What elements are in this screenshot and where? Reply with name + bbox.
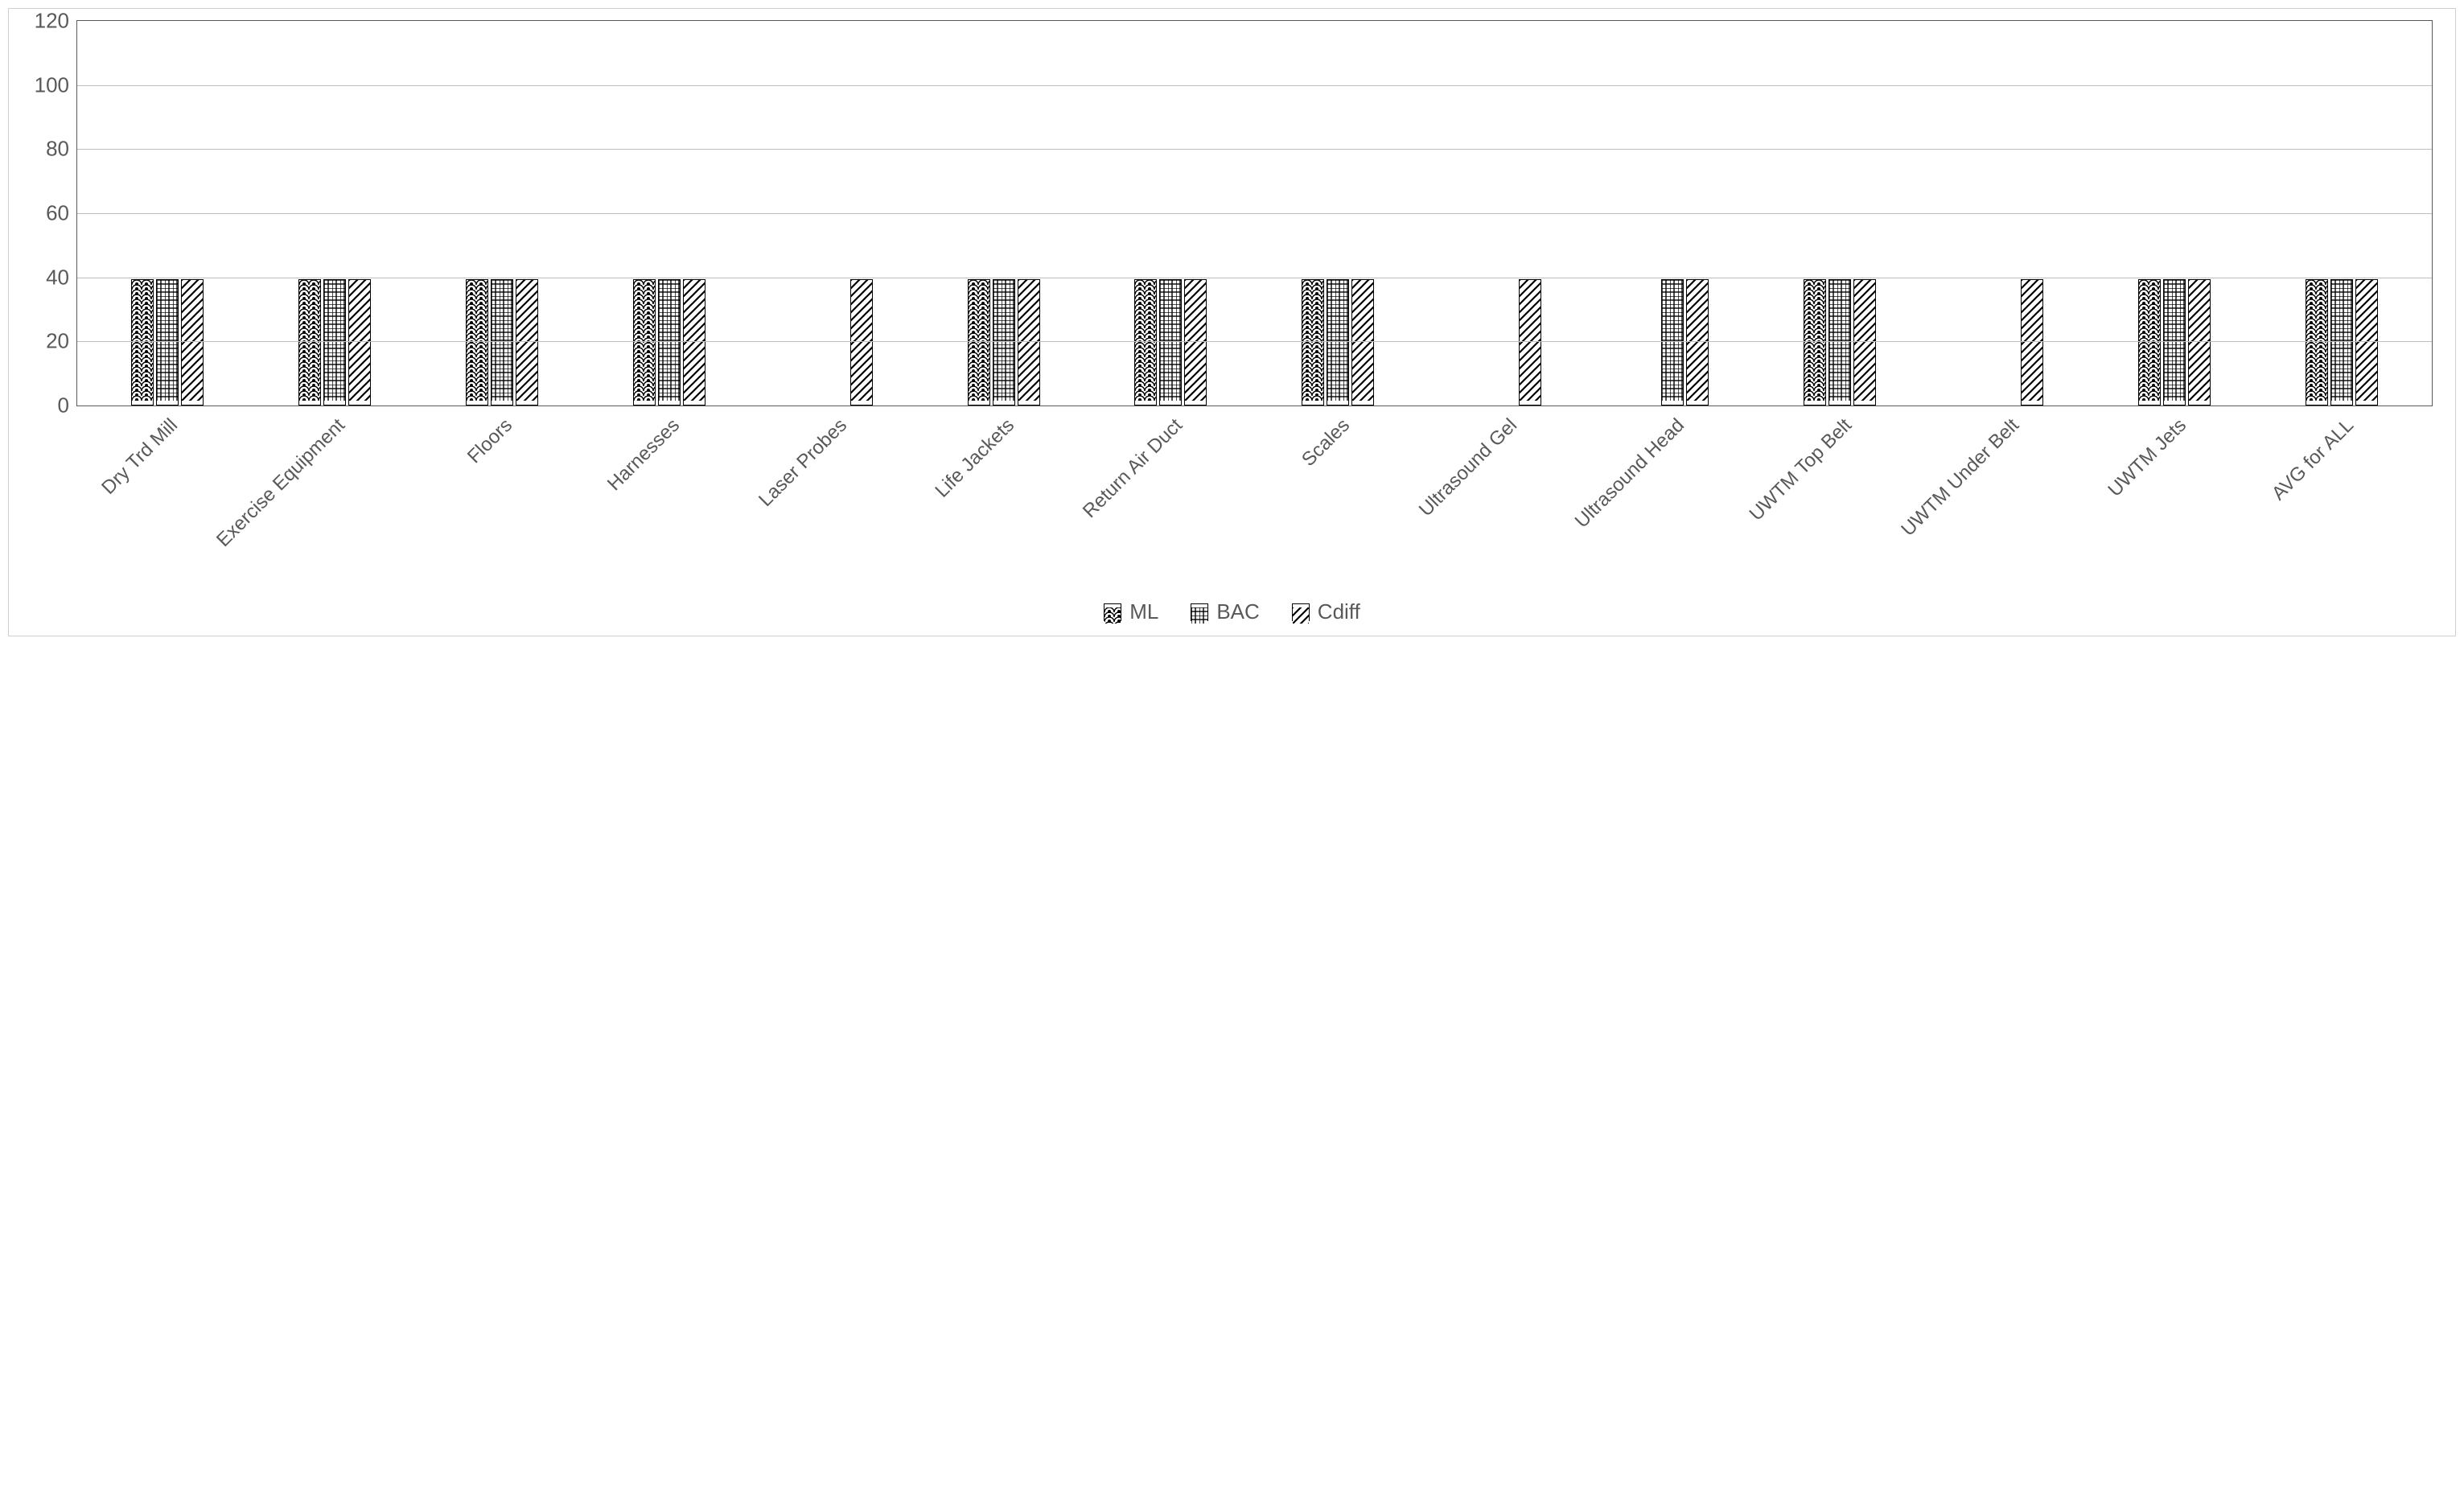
xlabel-cell: Floors: [418, 406, 585, 591]
xlabel-cell: UWTM Jets: [2092, 406, 2259, 591]
bar-ml: [633, 279, 656, 406]
gridline: [77, 149, 2432, 150]
bar-cdiff: [1184, 279, 1207, 406]
legend-item-bac: BAC: [1191, 599, 1259, 624]
legend-label: ML: [1129, 599, 1158, 624]
ytick-label: 60: [46, 201, 77, 226]
xlabel: Dry Trd Mill: [97, 414, 183, 500]
plot-wrap: 020406080100120 Dry Trd Mill Exercise Equ…: [20, 20, 2444, 591]
bar-ml: [968, 279, 990, 406]
category-group: [1254, 279, 1421, 406]
legend-swatch-cdiff: [1292, 603, 1310, 621]
bar-bac: [491, 279, 513, 406]
xlabel-cell: Dry Trd Mill: [83, 406, 250, 591]
category-group: [418, 279, 586, 406]
bar-cdiff: [2355, 279, 2378, 406]
xlabel-cell: Scales: [1255, 406, 1422, 591]
xlabel: Laser Probes: [755, 414, 852, 512]
legend-label: Cdiff: [1318, 599, 1360, 624]
category-group: [251, 279, 418, 406]
bar-ml: [466, 279, 488, 406]
bar-cdiff: [348, 279, 371, 406]
bar-bac: [156, 279, 179, 406]
xlabel: UWTM Jets: [2104, 414, 2190, 501]
ytick-label: 80: [46, 137, 77, 162]
bar-cdiff: [683, 279, 705, 406]
bar-ml: [1804, 279, 1826, 406]
ytick-label: 20: [46, 329, 77, 354]
category-group: [1589, 279, 1756, 406]
chart-frame: 020406080100120 Dry Trd MillExercise Equ…: [8, 8, 2456, 636]
ytick-label: 40: [46, 265, 77, 290]
legend-item-ml: ML: [1104, 599, 1158, 624]
bar-cdiff: [181, 279, 204, 406]
category-group: [920, 279, 1088, 406]
category-group: [753, 279, 920, 406]
bar-ml: [2306, 279, 2328, 406]
xlabel: Harnesses: [603, 414, 685, 496]
xlabel-cell: Ultrasound Head: [1590, 406, 1757, 591]
xlabel: UWTM Top Belt: [1745, 414, 1856, 525]
xlabel-cell: Ultrasound Gel: [1422, 406, 1590, 591]
category-group: [1421, 279, 1589, 406]
xlabel: Floors: [463, 414, 517, 468]
xlabel: Life Jackets: [932, 414, 1019, 502]
bar-bac: [2330, 279, 2353, 406]
xlabel-cell: Exercise Equipment: [250, 406, 418, 591]
category-group: [2091, 279, 2258, 406]
ytick-label: 0: [58, 393, 77, 418]
xlabel-cell: UWTM Top Belt: [1757, 406, 1924, 591]
xlabel-cell: Laser Probes: [752, 406, 919, 591]
xlabel-cell: Return Air Duct: [1087, 406, 1254, 591]
bar-cdiff: [850, 279, 873, 406]
bar-bac: [993, 279, 1015, 406]
ytick-label: 100: [35, 72, 77, 97]
legend-swatch-ml: [1104, 603, 1121, 621]
legend-swatch-bac: [1191, 603, 1208, 621]
gridline: [77, 341, 2432, 342]
gridline: [77, 213, 2432, 214]
legend-label: BAC: [1216, 599, 1259, 624]
gridline: [77, 85, 2432, 86]
bar-cdiff: [1351, 279, 1374, 406]
xlabel: AVG for ALL: [2268, 414, 2359, 505]
category-group: [84, 279, 251, 406]
xlabel: Return Air Duct: [1078, 414, 1187, 523]
bar-ml: [2138, 279, 2161, 406]
bar-bac: [1327, 279, 1349, 406]
category-group: [1923, 279, 2091, 406]
category-group: [586, 279, 753, 406]
bar-bac: [323, 279, 346, 406]
plot-area: 020406080100120: [76, 20, 2433, 406]
bar-bac: [658, 279, 681, 406]
bar-ml: [1302, 279, 1324, 406]
bar-ml: [131, 279, 154, 406]
bar-bac: [1828, 279, 1851, 406]
bar-bac: [1661, 279, 1684, 406]
legend: ML BAC Cdiff: [20, 599, 2444, 624]
xlabel: Scales: [1298, 414, 1355, 471]
bar-ml: [1134, 279, 1157, 406]
legend-item-cdiff: Cdiff: [1292, 599, 1360, 624]
xlabel-cell: AVG for ALL: [2259, 406, 2426, 591]
bar-cdiff: [1519, 279, 1541, 406]
category-group: [2258, 279, 2425, 406]
bar-cdiff: [516, 279, 538, 406]
bar-cdiff: [1018, 279, 1040, 406]
ytick-label: 120: [35, 9, 77, 34]
bar-cdiff: [1853, 279, 1876, 406]
bar-bac: [2163, 279, 2186, 406]
bar-ml: [298, 279, 321, 406]
bar-cdiff: [2188, 279, 2211, 406]
x-axis-labels: Dry Trd Mill Exercise Equipment Floors Harn…: [76, 406, 2433, 591]
category-group: [1756, 279, 1923, 406]
xlabel-cell: Life Jackets: [919, 406, 1087, 591]
category-group: [1088, 279, 1255, 406]
bar-bac: [1159, 279, 1182, 406]
bar-cdiff: [1686, 279, 1709, 406]
xlabel-cell: Harnesses: [585, 406, 752, 591]
xlabel: Ultrasound Gel: [1414, 414, 1521, 521]
bar-cdiff: [2021, 279, 2043, 406]
xlabel-cell: UWTM Under Belt: [1924, 406, 2092, 591]
